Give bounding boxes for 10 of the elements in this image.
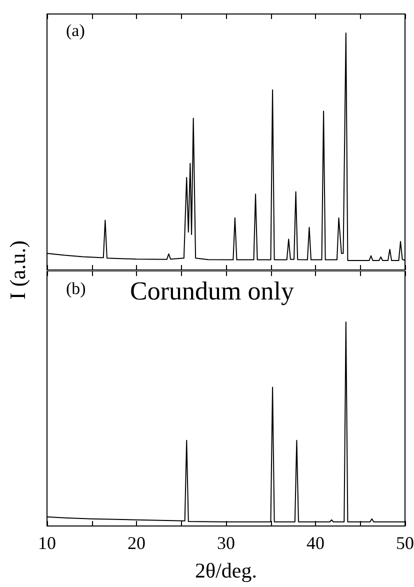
x-tick-label: 40 <box>306 533 324 553</box>
x-tick-label: 50 <box>396 533 414 553</box>
y-axis-title: I (a.u.) <box>5 240 30 300</box>
x-axis-title: 2θ/deg. <box>195 558 257 582</box>
text: Corundum only <box>130 276 294 306</box>
x-tick-label: 10 <box>38 533 56 553</box>
text: (b) <box>66 279 86 298</box>
x-tick-label: 30 <box>217 533 235 553</box>
x-tick-label: 20 <box>128 533 146 553</box>
annotation: (a) <box>66 21 85 40</box>
